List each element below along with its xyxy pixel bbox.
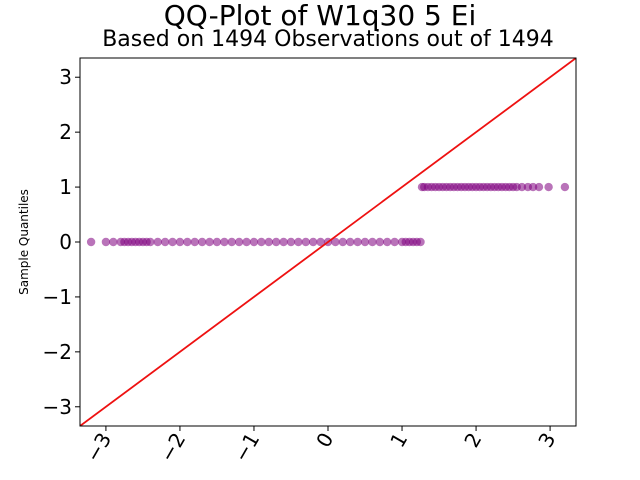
- data-point: [560, 182, 570, 192]
- data-point: [375, 237, 385, 247]
- data-point: [534, 182, 544, 192]
- data-point: [360, 237, 370, 247]
- y-tick-label: 1: [59, 175, 72, 199]
- data-point: [101, 237, 111, 247]
- reference-line: [80, 58, 576, 426]
- data-point: [316, 237, 325, 247]
- data-point: [249, 237, 259, 247]
- data-point: [220, 237, 229, 247]
- data-point: [109, 237, 118, 247]
- data-point: [338, 237, 348, 247]
- data-point: [528, 182, 538, 192]
- data-point: [227, 237, 236, 247]
- data-point: [190, 237, 199, 247]
- data-point: [242, 237, 251, 247]
- data-point: [183, 237, 192, 247]
- x-tick-label: −3: [81, 429, 117, 467]
- y-tick-label: 3: [59, 65, 72, 89]
- data-point: [153, 237, 162, 247]
- data-point: [146, 237, 155, 247]
- y-tick-label: 2: [59, 120, 72, 144]
- data-point: [160, 237, 170, 247]
- data-point: [544, 182, 553, 192]
- y-tick-label: 0: [59, 230, 72, 254]
- data-point: [301, 237, 310, 247]
- chart-title: QQ-Plot of W1q30 5 Ei: [163, 0, 477, 32]
- data-point: [368, 237, 377, 247]
- data-point: [205, 237, 214, 247]
- y-axis-label: Sample Quantiles: [17, 189, 31, 295]
- data-point: [197, 237, 207, 247]
- data-point: [257, 237, 266, 247]
- x-tick-label: 3: [533, 429, 560, 452]
- data-point: [331, 237, 340, 247]
- data-point: [346, 237, 355, 247]
- data-point: [308, 237, 318, 247]
- x-tick-label: −1: [229, 429, 265, 467]
- x-tick-label: −2: [155, 429, 191, 467]
- data-point: [286, 237, 296, 247]
- data-point: [86, 237, 96, 247]
- chart-subtitle: Based on 1494 Observations out of 1494: [102, 27, 554, 52]
- data-point: [175, 237, 185, 247]
- data-point: [383, 237, 392, 247]
- y-tick-label: −3: [43, 395, 72, 419]
- data-point: [353, 237, 362, 247]
- data-point: [212, 237, 222, 247]
- x-tick-label: 1: [385, 429, 412, 452]
- y-tick-label: −2: [43, 340, 72, 364]
- data-point: [279, 237, 288, 247]
- data-point: [416, 237, 425, 247]
- data-point: [234, 237, 244, 247]
- x-tick-label: 2: [459, 429, 486, 452]
- x-tick-label: 0: [311, 429, 338, 452]
- y-tick-label: −1: [43, 285, 72, 309]
- data-point: [168, 237, 177, 247]
- data-point: [517, 182, 527, 192]
- data-point: [390, 237, 399, 247]
- data-point: [271, 237, 281, 247]
- data-point: [294, 237, 303, 247]
- data-point: [264, 237, 273, 247]
